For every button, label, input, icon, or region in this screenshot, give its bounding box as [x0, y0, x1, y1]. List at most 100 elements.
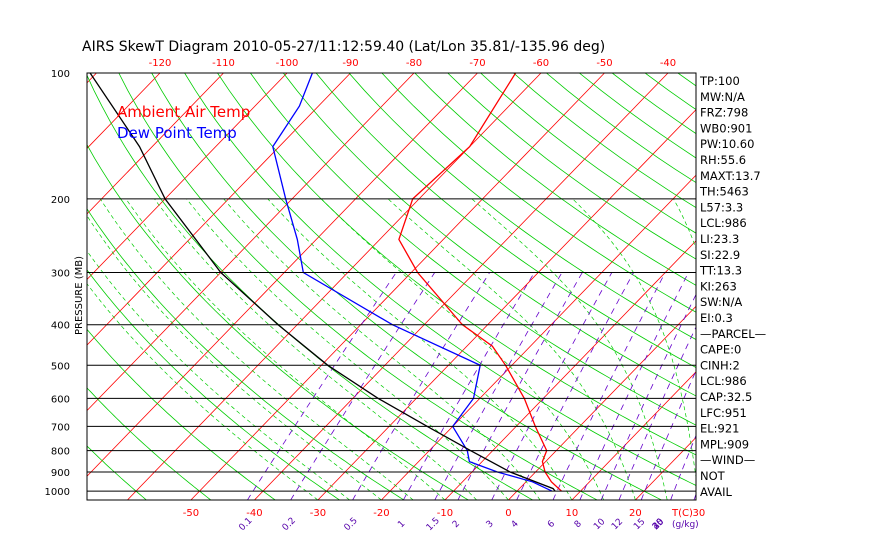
dry-adiabat: [87, 208, 405, 500]
bottom-temp-tick: -20: [373, 508, 389, 519]
isotherm-line: [571, 371, 696, 500]
stat-item: EL:921: [700, 422, 740, 436]
pressure-tick-label: 300: [51, 269, 70, 280]
isotherm-line: [762, 73, 870, 500]
mixing-ratio-line: [744, 273, 830, 501]
dry-adiabat: [348, 73, 696, 341]
isotherm-line: [381, 174, 696, 500]
isotherm-line: [87, 73, 288, 281]
legend-dewpoint: Dew Point Temp: [117, 124, 237, 142]
moist-adiabat: [87, 250, 350, 500]
mixing-ratio-line: [457, 272, 583, 500]
stat-item: WB0:901: [700, 121, 752, 135]
dry-adiabat: [184, 73, 696, 486]
stat-item: PW:10.60: [700, 137, 754, 151]
isotherm-line: [317, 109, 696, 500]
moist-adiabat: [87, 215, 382, 500]
dry-adiabat: [87, 269, 340, 500]
mixing-ratio-line: [516, 272, 634, 500]
stat-item: SW:N/A: [700, 295, 742, 309]
isotherm-line: [87, 73, 478, 477]
moist-adiabat: [223, 198, 541, 500]
dry-adiabat: [250, 73, 696, 426]
top-temp-tick: -100: [276, 58, 299, 69]
isotherm-line: [127, 73, 542, 500]
stat-item: LI:23.3: [700, 232, 739, 246]
mixing-ratio-label: 10: [592, 517, 607, 532]
chart-title: AIRS SkewT Diagram 2010-05-27/11:12:59.4…: [82, 39, 605, 55]
bottom-temp-tick: 10: [566, 508, 579, 519]
dry-adiabat: [644, 73, 696, 111]
top-temp-tick: -60: [533, 58, 549, 69]
stat-item: CINH:2: [700, 358, 740, 372]
stat-item: RH:55.6: [700, 153, 746, 167]
pressure-tick-label: 900: [51, 468, 70, 479]
top-temp-tick: -70: [469, 58, 485, 69]
moist-adiabat: [387, 198, 636, 500]
mixing-ratio-label: 12: [610, 517, 625, 532]
dry-adiabat: [87, 74, 533, 500]
top-temp-tick: -50: [596, 58, 612, 69]
mixing-ratio-label: 40: [651, 517, 666, 532]
dry-adiabat: [87, 143, 469, 500]
pressure-tick-label: 400: [51, 321, 70, 332]
bottom-temp-tick: 0: [505, 508, 511, 519]
moist-adiabat: [87, 283, 319, 500]
dry-adiabat: [513, 73, 696, 209]
stat-item: AVAIL: [700, 485, 733, 499]
stat-item: EI:0.3: [700, 311, 733, 325]
isotherm-line: [826, 73, 870, 500]
bottom-temp-tick: -30: [310, 508, 326, 519]
dry-adiabat: [777, 73, 870, 500]
dry-adiabat: [315, 73, 696, 368]
isotherm-line: [0, 73, 33, 500]
mixing-ratio-label: 1: [396, 519, 407, 530]
stat-item: CAP:32.5: [700, 390, 752, 404]
isotherm-line: [508, 305, 696, 500]
moist-adiabat: [754, 199, 763, 500]
mixing-ratio-line: [352, 272, 490, 500]
pressure-tick-label: 100: [51, 69, 70, 80]
stat-item: LFC:951: [700, 406, 747, 420]
mixing-ratio-line: [434, 272, 563, 500]
dry-adiabat: [87, 445, 147, 500]
pressure-tick-label: 700: [51, 422, 70, 433]
mixing-ratio-line: [640, 369, 696, 500]
bottom-temp-tick: -40: [246, 508, 262, 519]
bottom-temp-tick: 20: [629, 508, 642, 519]
mixing-unit-label: (g/kg): [672, 520, 699, 530]
isotherm-line: [87, 73, 224, 215]
dry-adiabat: [118, 73, 598, 500]
stat-item: KI:263: [700, 279, 737, 293]
bottom-temp-tick: -50: [183, 508, 199, 519]
mixing-ratio-label: 15: [632, 517, 647, 532]
mixing-ratio-label: 0.5: [343, 516, 360, 533]
dry-adiabat: [282, 73, 696, 397]
moist-adiabat: [572, 198, 696, 481]
dry-adiabat: [87, 387, 212, 500]
mixing-ratio-line: [579, 272, 689, 500]
stat-item: MPL:909: [700, 437, 749, 451]
mixing-ratio-line: [247, 272, 397, 500]
y-axis-label: PRESSURE (MB): [74, 256, 85, 335]
stat-item: TT:13.3: [699, 264, 742, 278]
dry-adiabat: [217, 73, 696, 456]
isotherm-line: [87, 73, 415, 412]
dry-adiabat: [87, 328, 276, 500]
stat-item: MW:N/A: [700, 90, 745, 104]
mixing-ratio-label: 3: [485, 519, 496, 530]
mixing-ratio-line: [670, 434, 696, 500]
dry-adiabat: [842, 73, 870, 500]
moist-adiabat: [125, 198, 446, 500]
bottom-temp-tick: 30: [693, 508, 706, 519]
stat-item: MAXT:13.7: [700, 169, 761, 183]
top-temp-tick: -120: [149, 58, 172, 69]
pressure-tick-label: 200: [51, 195, 70, 206]
grid: [0, 73, 870, 501]
stat-item: LCL:986: [700, 374, 747, 388]
mixing-ratio-line: [618, 326, 696, 500]
moist-adiabat: [154, 198, 477, 500]
dry-adiabat: [810, 73, 870, 500]
